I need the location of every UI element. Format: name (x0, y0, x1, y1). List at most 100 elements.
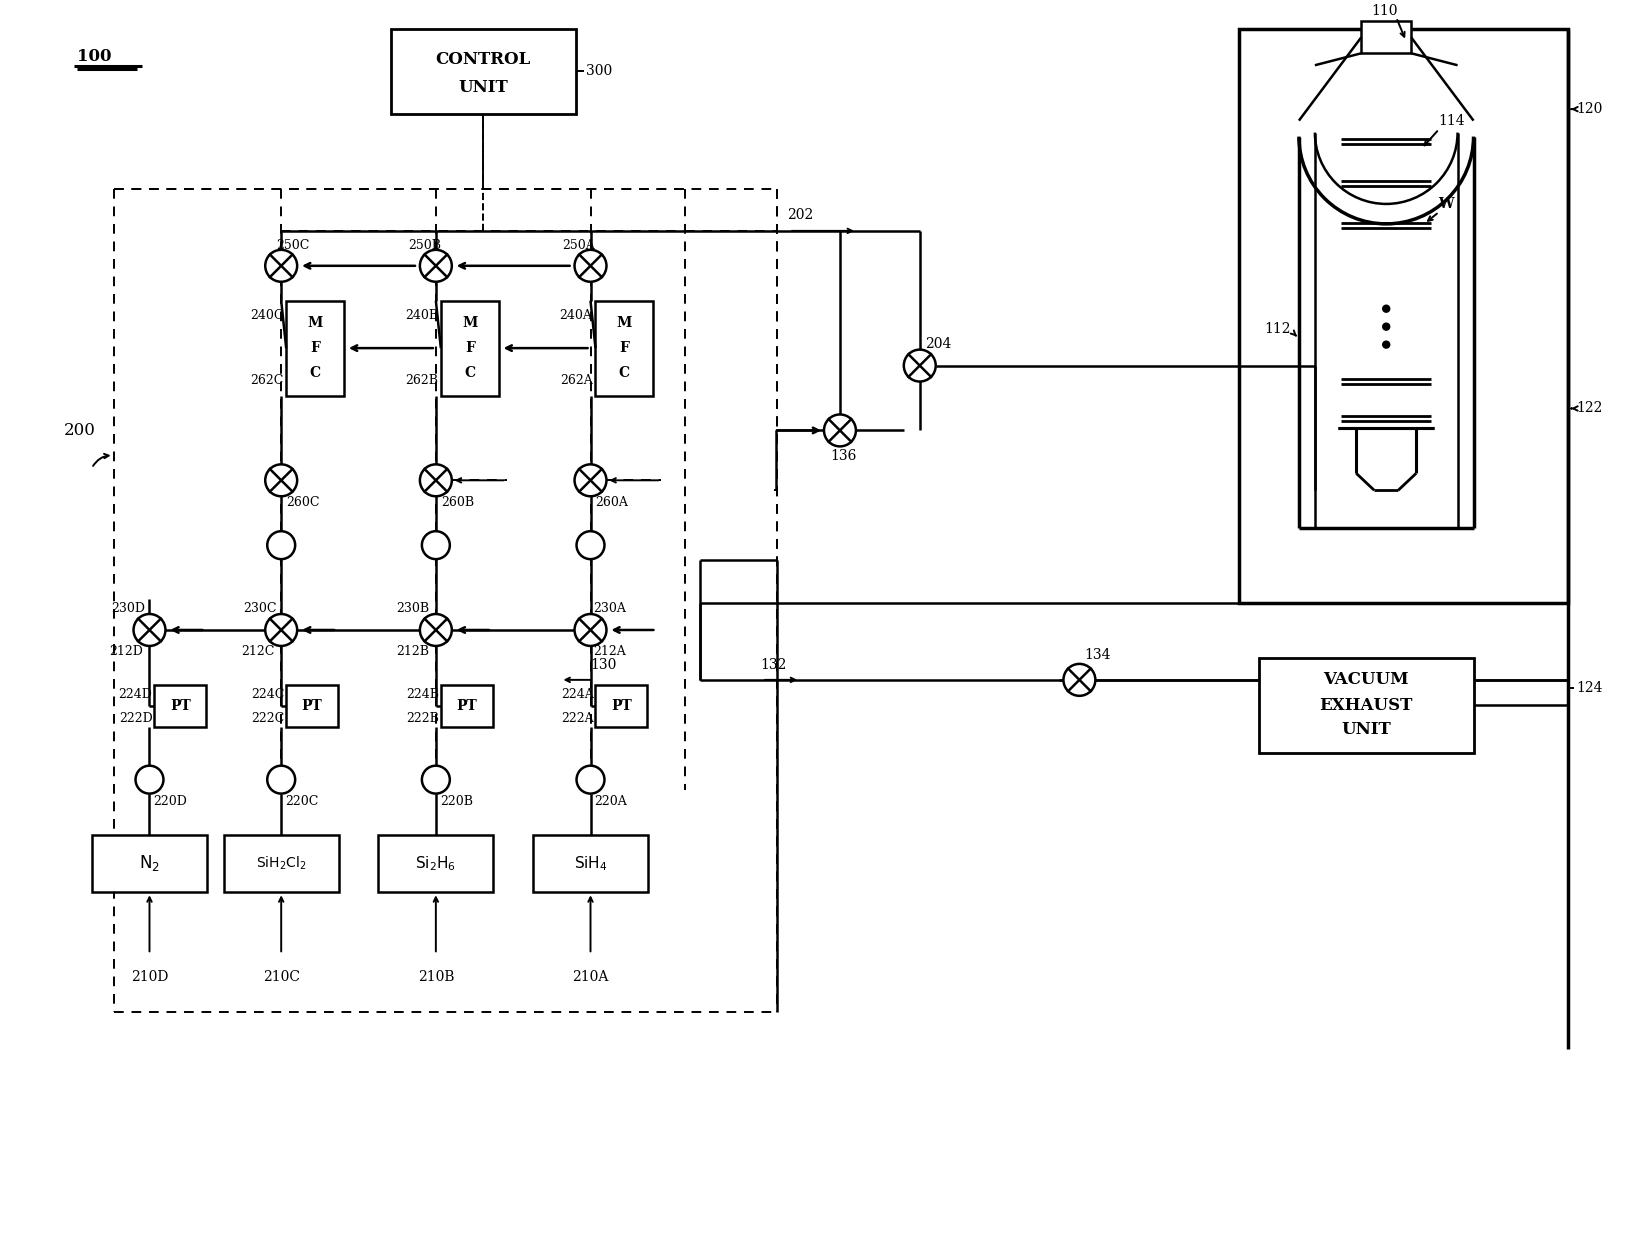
Text: 200: 200 (64, 422, 96, 439)
Text: 224B: 224B (406, 688, 438, 702)
Text: 224A: 224A (561, 688, 593, 702)
Circle shape (419, 249, 452, 281)
Circle shape (1382, 341, 1389, 348)
Text: 212A: 212A (593, 646, 626, 658)
Bar (595, 684, 647, 727)
Text: 262A: 262A (559, 374, 592, 387)
Bar (440, 684, 492, 727)
Text: 210A: 210A (572, 970, 608, 985)
Bar (440, 301, 499, 396)
Circle shape (574, 614, 606, 646)
Text: 250C: 250C (275, 239, 310, 253)
Circle shape (266, 249, 297, 281)
Text: 112: 112 (1263, 321, 1289, 336)
Circle shape (575, 531, 605, 559)
Text: 260B: 260B (440, 496, 474, 508)
Bar (285, 684, 337, 727)
Bar (1361, 21, 1410, 53)
Text: $\mathrm{SiH_2Cl_2}$: $\mathrm{SiH_2Cl_2}$ (256, 854, 306, 872)
Circle shape (1063, 663, 1095, 696)
Text: 210C: 210C (262, 970, 300, 985)
Text: 202: 202 (787, 208, 813, 222)
Bar (1239, 30, 1568, 603)
Text: 220B: 220B (440, 795, 473, 808)
Text: 220C: 220C (285, 795, 318, 808)
Text: 120: 120 (1575, 102, 1602, 117)
Bar (223, 835, 339, 893)
Text: C: C (618, 366, 629, 379)
Circle shape (267, 765, 295, 794)
Text: 210D: 210D (130, 970, 168, 985)
Circle shape (903, 350, 936, 382)
Text: 230D: 230D (111, 601, 145, 615)
Text: PT: PT (170, 699, 191, 713)
Text: 224C: 224C (251, 688, 284, 702)
Bar (533, 835, 647, 893)
Text: 230B: 230B (396, 601, 429, 615)
Text: 222D: 222D (119, 712, 152, 725)
Text: EXHAUST: EXHAUST (1319, 697, 1412, 714)
Text: 136: 136 (830, 449, 856, 464)
Bar (391, 30, 575, 114)
Text: 250B: 250B (408, 239, 440, 253)
Text: F: F (310, 341, 319, 355)
Bar (285, 301, 344, 396)
Text: 212C: 212C (241, 646, 274, 658)
Text: 114: 114 (1438, 114, 1464, 128)
Bar (595, 301, 654, 396)
Text: 122: 122 (1575, 402, 1602, 415)
Text: PT: PT (611, 699, 631, 713)
Circle shape (422, 765, 450, 794)
Circle shape (574, 249, 606, 281)
Text: PT: PT (456, 699, 478, 713)
Circle shape (419, 464, 452, 496)
Text: 212B: 212B (396, 646, 429, 658)
Circle shape (823, 414, 856, 446)
Text: $\mathrm{SiH_4}$: $\mathrm{SiH_4}$ (574, 854, 606, 873)
Text: 222C: 222C (251, 712, 284, 725)
Text: 262C: 262C (249, 374, 284, 387)
Text: PT: PT (302, 699, 323, 713)
Text: 222A: 222A (561, 712, 593, 725)
Text: F: F (619, 341, 629, 355)
Text: M: M (306, 316, 323, 330)
Bar (378, 835, 492, 893)
Text: 134: 134 (1084, 649, 1110, 662)
Text: UNIT: UNIT (458, 78, 509, 95)
Circle shape (1382, 305, 1389, 312)
Text: 204: 204 (924, 336, 950, 351)
Text: UNIT: UNIT (1340, 722, 1390, 738)
Text: 222B: 222B (406, 712, 438, 725)
Text: 224D: 224D (119, 688, 152, 702)
Text: 130: 130 (590, 658, 616, 672)
Text: C: C (310, 366, 321, 379)
Text: 220D: 220D (153, 795, 187, 808)
Circle shape (422, 531, 450, 559)
Text: 132: 132 (760, 658, 786, 672)
Text: 240B: 240B (404, 309, 437, 322)
Bar (155, 684, 207, 727)
Text: CONTROL: CONTROL (435, 51, 530, 68)
Text: 220A: 220A (593, 795, 628, 808)
Text: VACUUM: VACUUM (1322, 671, 1408, 688)
Text: M: M (616, 316, 632, 330)
Circle shape (1382, 324, 1389, 330)
Text: 230C: 230C (243, 601, 277, 615)
Text: 110: 110 (1371, 5, 1397, 19)
Text: 260A: 260A (595, 496, 628, 508)
Text: $\mathrm{Si_2H_6}$: $\mathrm{Si_2H_6}$ (416, 854, 456, 873)
Text: 230A: 230A (593, 601, 626, 615)
Text: 240C: 240C (249, 309, 284, 322)
Text: 100: 100 (77, 48, 111, 64)
Circle shape (134, 614, 165, 646)
Text: 212D: 212D (109, 646, 143, 658)
Circle shape (266, 614, 297, 646)
Text: 240A: 240A (559, 309, 592, 322)
Text: 210B: 210B (417, 970, 453, 985)
Text: C: C (465, 366, 474, 379)
Text: F: F (465, 341, 474, 355)
Text: 260C: 260C (285, 496, 319, 508)
Circle shape (267, 531, 295, 559)
Text: 250A: 250A (562, 239, 595, 253)
Text: M: M (461, 316, 478, 330)
